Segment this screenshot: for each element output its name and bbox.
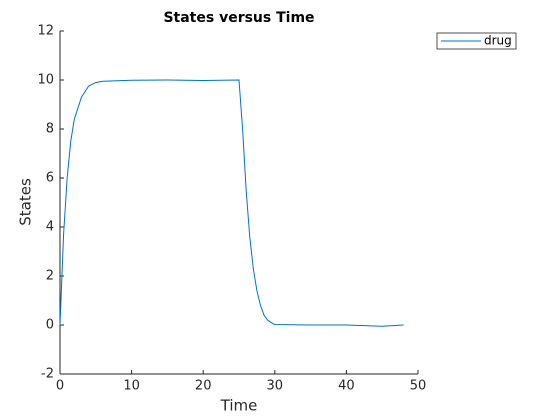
y-tick-label: 8 <box>46 122 54 137</box>
x-tick-label: 10 <box>123 379 140 394</box>
x-tick-label: 0 <box>56 379 64 394</box>
y-tick-label: 2 <box>46 269 54 284</box>
x-tick-label: 20 <box>195 379 212 394</box>
y-axis-label: States <box>17 178 35 226</box>
x-tick-label: 50 <box>410 379 427 394</box>
y-tick-label: -2 <box>41 367 54 382</box>
data-line <box>59 79 404 327</box>
legend-label: drug <box>484 34 512 48</box>
y-tick-label: 12 <box>37 24 54 39</box>
y-tick-label: 0 <box>46 318 54 333</box>
y-tick-label: 6 <box>46 171 54 186</box>
x-axis-label: Time <box>220 397 258 415</box>
x-tick-label: 30 <box>267 379 284 394</box>
y-tick-label: 4 <box>46 220 54 235</box>
chart-title: States versus Time <box>163 10 314 26</box>
x-tick-label: 40 <box>338 379 355 394</box>
y-tick-label: 10 <box>37 73 54 88</box>
